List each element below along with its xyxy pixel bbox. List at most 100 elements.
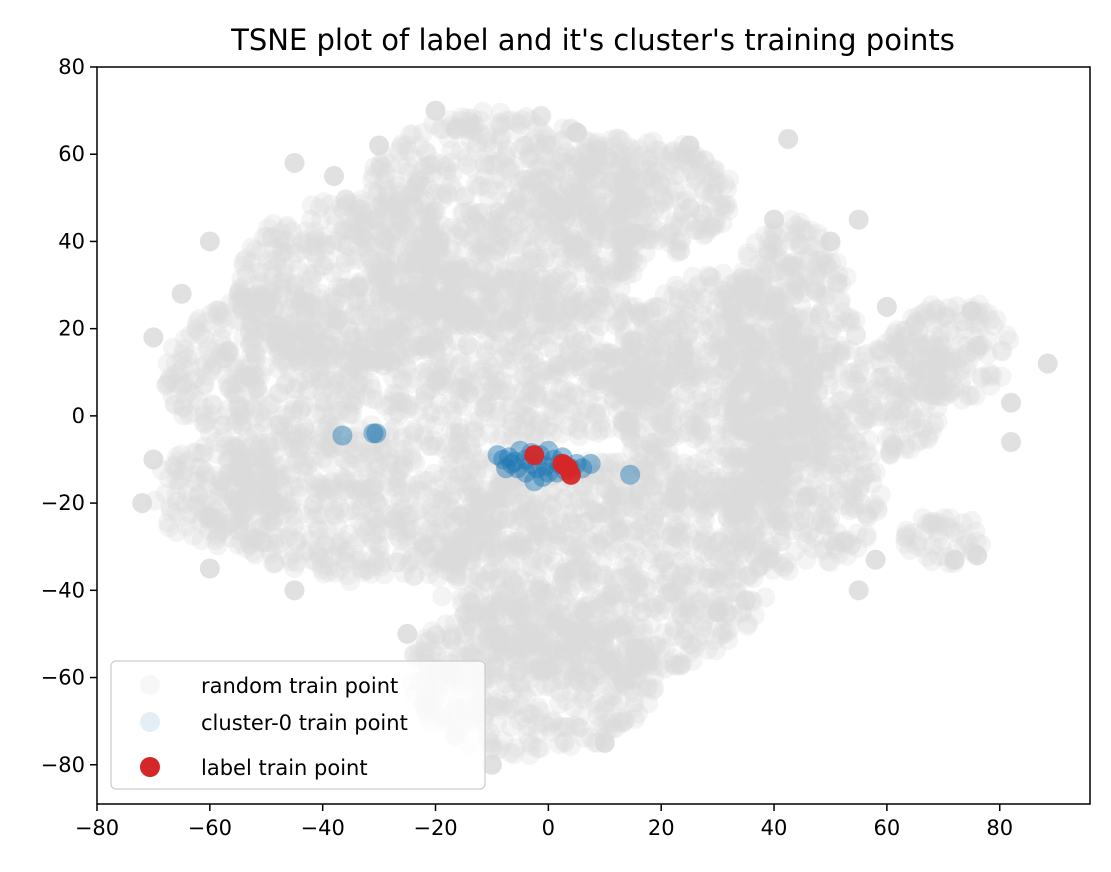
random-train-point [445, 119, 466, 140]
random-train-point [520, 276, 541, 297]
random-train-point [609, 232, 630, 253]
random-train-point [296, 309, 317, 330]
random-train-point [411, 296, 432, 317]
random-train-point [389, 194, 410, 215]
random-train-point [426, 183, 447, 204]
random-train-point [530, 105, 551, 126]
random-train-point [549, 206, 570, 227]
random-train-point [527, 280, 548, 301]
random-train-point [457, 147, 478, 168]
random-train-point [387, 552, 408, 573]
random-train-point [623, 186, 644, 207]
random-train-point [518, 183, 539, 204]
random-train-point [432, 586, 453, 607]
random-train-point [368, 159, 389, 180]
random-train-point [236, 264, 257, 285]
random-train-point [486, 181, 507, 202]
random-train-point [439, 279, 460, 300]
random-train-point [479, 423, 500, 444]
random-train-point [685, 637, 706, 658]
random-train-point [373, 271, 394, 292]
random-train-point [542, 282, 563, 303]
random-train-point [460, 129, 481, 150]
random-train-point [554, 152, 575, 173]
random-train-point [431, 405, 452, 426]
random-train-point [473, 219, 494, 240]
random-train-point [338, 193, 359, 214]
random-train-point [437, 160, 458, 181]
random-train-point [587, 219, 608, 240]
random-train-point [541, 677, 562, 698]
random-train-point [575, 156, 596, 177]
random-train-point [628, 501, 649, 522]
random-train-point [524, 129, 545, 150]
random-train-point [414, 252, 435, 273]
random-train-point [533, 635, 554, 656]
random-train-point [405, 176, 426, 197]
random-train-point [514, 315, 535, 336]
random-train-point [522, 148, 543, 169]
random-train-point [499, 311, 520, 332]
random-train-point [508, 401, 529, 422]
random-train-point [468, 241, 489, 262]
random-train-point [490, 699, 511, 720]
random-train-point [586, 207, 607, 228]
random-train-point [577, 206, 598, 227]
random-train-point [639, 229, 660, 250]
chart-title: TSNE plot of label and it's cluster's tr… [230, 23, 955, 57]
random-train-point [364, 157, 385, 178]
random-train-point [357, 237, 378, 258]
random-train-point [477, 287, 498, 308]
random-train-point [597, 146, 618, 167]
random-train-point [637, 383, 658, 404]
random-train-point [626, 172, 647, 193]
random-train-point [477, 124, 498, 145]
random-train-point [397, 218, 418, 239]
random-train-point [552, 311, 573, 332]
random-train-point [405, 168, 426, 189]
random-train-point [484, 267, 505, 288]
random-train-point [627, 252, 648, 273]
random-train-point [372, 157, 393, 178]
random-train-point [620, 182, 641, 203]
random-train-point [639, 180, 660, 201]
random-train-point [459, 200, 480, 221]
random-train-point [473, 256, 494, 277]
random-train-point [467, 202, 488, 223]
random-train-point [256, 286, 277, 307]
random-train-point [440, 152, 461, 173]
random-train-point [183, 525, 204, 546]
random-train-point [580, 162, 601, 183]
random-train-point [367, 209, 388, 230]
random-train-point [597, 147, 618, 168]
random-train-point [518, 183, 539, 204]
random-train-point [286, 448, 307, 469]
random-train-point [427, 567, 448, 588]
random-train-point [458, 299, 479, 320]
random-train-point [585, 634, 606, 655]
random-train-point [397, 186, 418, 207]
random-train-point [381, 228, 402, 249]
random-train-point [485, 169, 506, 190]
random-train-point [466, 504, 487, 525]
random-train-point [446, 259, 467, 280]
random-train-point [446, 225, 467, 246]
random-train-point [409, 170, 430, 191]
random-train-point [520, 240, 541, 261]
random-train-point [421, 640, 442, 661]
random-train-point [562, 576, 583, 597]
random-train-point [462, 208, 483, 229]
random-train-point [583, 242, 604, 263]
random-train-point [511, 677, 532, 698]
random-train-point [446, 116, 467, 137]
random-train-point [413, 239, 434, 260]
random-train-point [500, 261, 521, 282]
random-train-point [566, 513, 587, 534]
random-train-point [416, 275, 437, 296]
random-train-point [520, 250, 541, 271]
random-train-point [548, 717, 569, 738]
random-train-point [520, 132, 541, 153]
random-train-point [553, 488, 574, 509]
random-train-point [718, 550, 739, 571]
random-train-point [405, 252, 426, 273]
